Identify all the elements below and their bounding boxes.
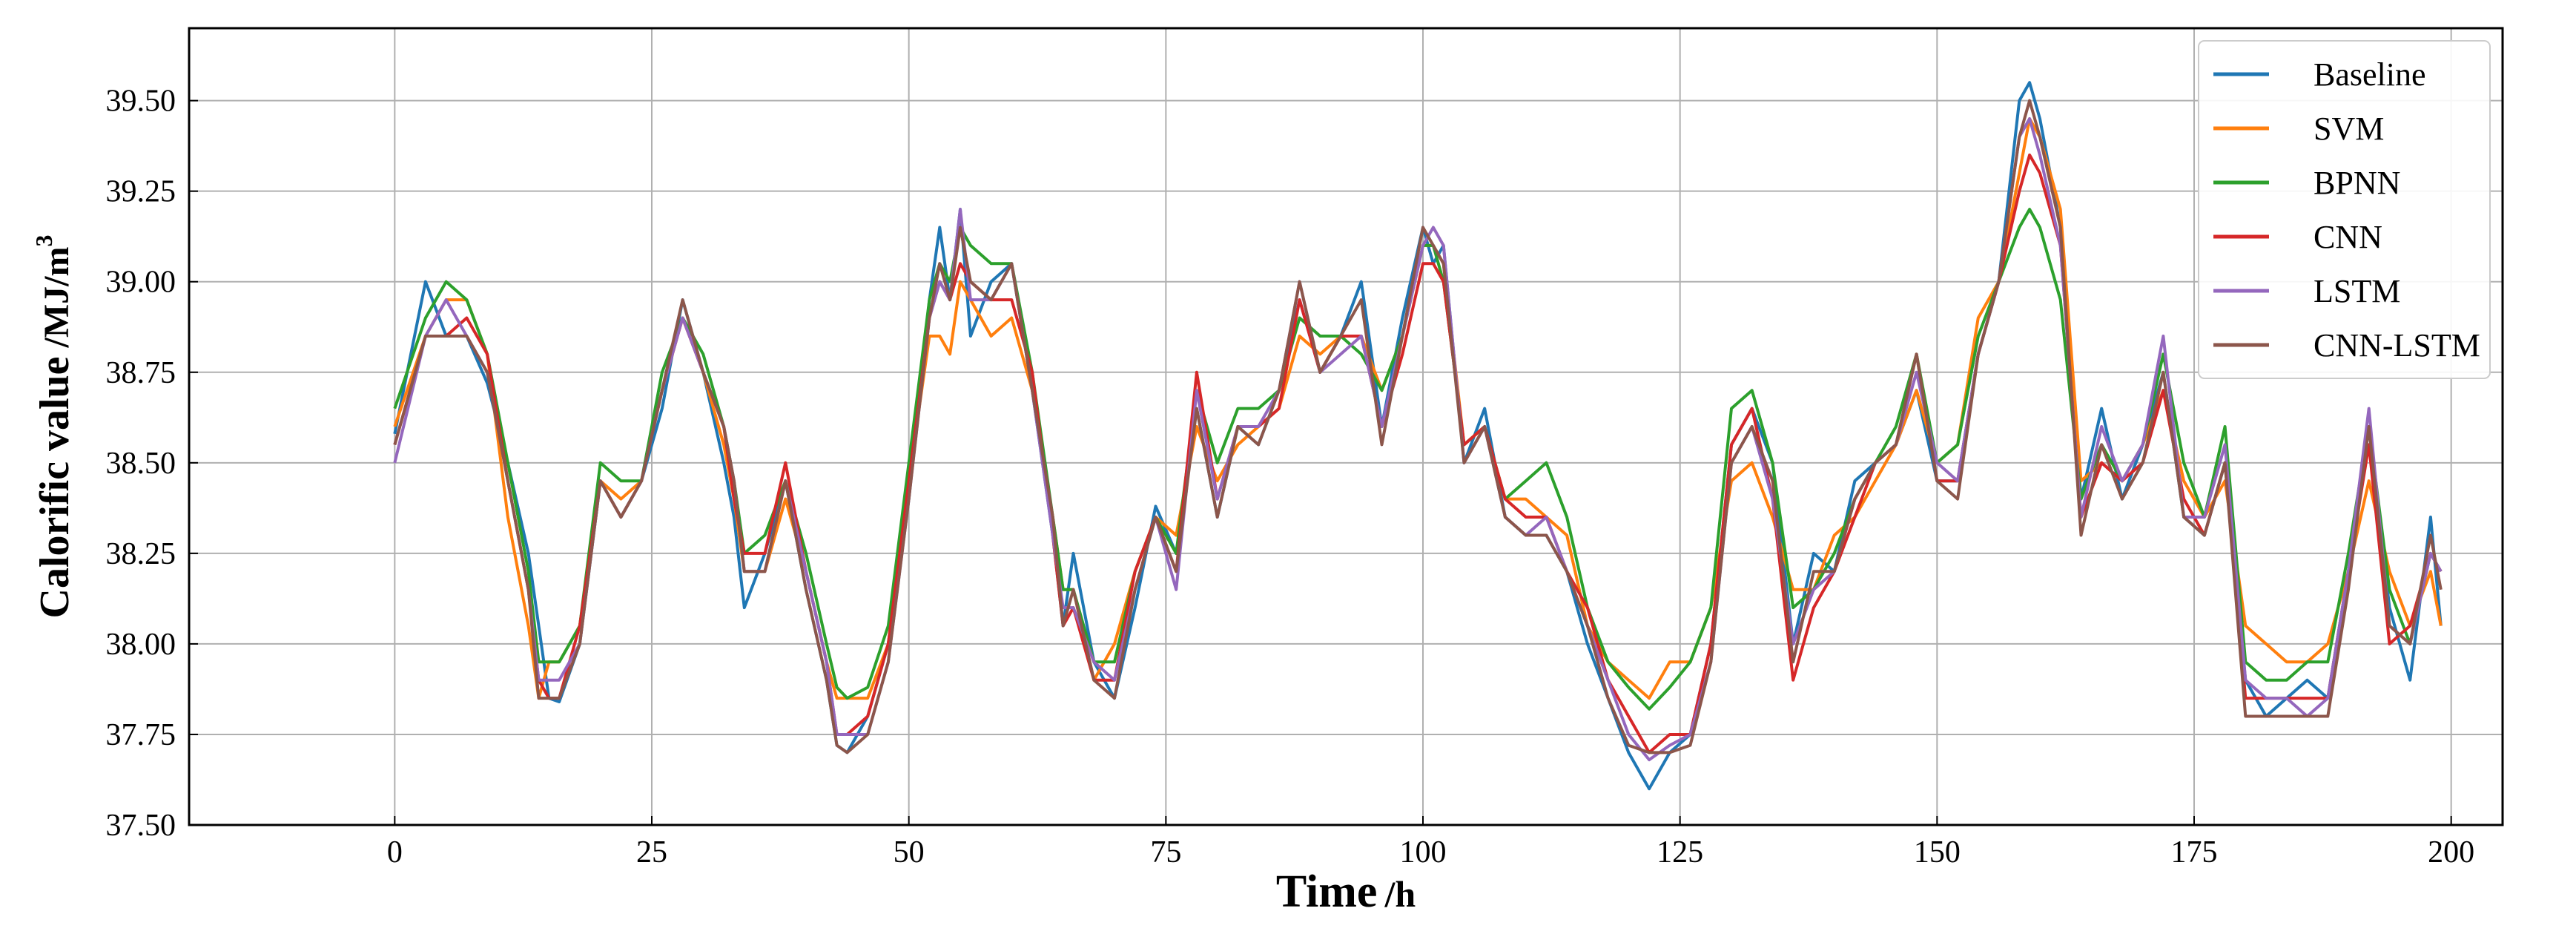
x-tick-label: 100 [1400, 835, 1447, 869]
x-tick-labels: 0 25 50 75 100 125 150 175 200 [387, 835, 2474, 869]
x-axis-unit: /h [1384, 873, 1416, 915]
y-axis-label: Calorific value [32, 356, 78, 618]
x-tick-label: 0 [387, 835, 403, 869]
x-tick-label: 25 [636, 835, 667, 869]
y-tick-label: 37.50 [106, 809, 176, 843]
y-tick-label: 39.50 [106, 85, 176, 119]
x-tick-label: 125 [1657, 835, 1703, 869]
series-lines [393, 81, 2443, 791]
y-tick-label: 38.50 [106, 447, 176, 481]
legend-label-baseline: Baseline [2314, 56, 2426, 93]
x-tick-label: 200 [2428, 835, 2474, 869]
x-tick-label: 175 [2171, 835, 2218, 869]
y-tick-label: 39.00 [106, 266, 176, 300]
x-tick-label: 75 [1150, 835, 1181, 869]
legend-label-cnn-lstm: CNN-LSTM [2314, 327, 2480, 364]
legend-label-lstm: LSTM [2314, 273, 2400, 309]
x-tick-label: 50 [894, 835, 925, 869]
series-line-cnn-lstm [393, 99, 2443, 754]
y-axis-title: Calorific value/MJ/m3 [30, 234, 78, 618]
x-tick-label: 150 [1914, 835, 1961, 869]
y-tick-label: 38.25 [106, 537, 176, 571]
y-axis-unit: /MJ/m [37, 246, 76, 348]
y-tick-label: 37.75 [106, 718, 176, 752]
legend-label-bpnn: BPNN [2314, 165, 2400, 201]
legend-label-svm: SVM [2314, 111, 2384, 147]
y-tick-label: 39.25 [106, 175, 176, 209]
x-axis-title: Time/h [1276, 867, 1416, 917]
legend-label-cnn: CNN [2314, 219, 2382, 255]
plot-frame [188, 27, 2504, 826]
y-tick-labels: 37.50 37.75 38.00 38.25 38.50 38.75 39.00 39.25… [106, 85, 176, 843]
y-tick-label: 38.00 [106, 628, 176, 662]
legend-box [2198, 40, 2491, 379]
axis-ticks [189, 99, 2452, 826]
y-tick-label: 38.75 [106, 356, 176, 390]
x-axis-label: Time [1276, 867, 1378, 917]
legend: Baseline SVM BPNN CNN LSTM CNN-LSTM [2198, 40, 2491, 379]
y-axis-unit-superscript: 3 [30, 234, 57, 246]
